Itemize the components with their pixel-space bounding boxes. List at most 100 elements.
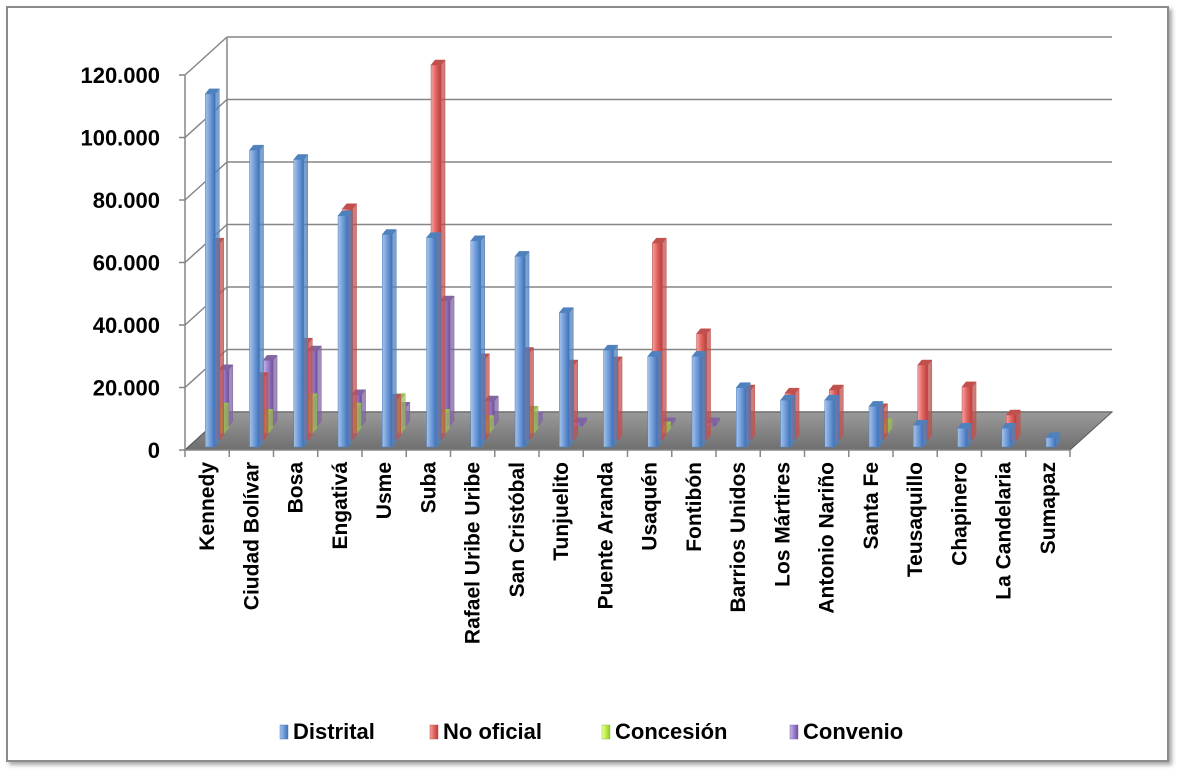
bar-side [750,384,756,441]
y-tick-label: 20.000 [93,376,160,401]
bar-distrital-7 [470,235,486,448]
bar-distrital-14 [780,394,796,448]
bar-distrital-1 [204,88,220,448]
y-tick-label: 40.000 [93,313,160,338]
bar-side [746,381,751,448]
legend-item-concesin: Concesión [601,719,727,744]
x-category-label: Barrios Unidos [727,462,750,613]
bar-distrital-5 [381,228,397,448]
x-category-label: Chapinero [948,462,971,566]
bar-side [883,403,888,441]
legend-item-convenio: Convenio [789,719,903,744]
bar-side [347,210,353,448]
bar-side [480,235,486,448]
bar-front [426,237,437,448]
bar-distrital-20 [1045,431,1061,448]
bar-distrital-18 [957,422,973,448]
bar-front [603,349,614,448]
bar-front [913,424,924,448]
bar-side [303,153,309,448]
bar-side [617,356,623,441]
legend-swatch [789,724,799,740]
bar-front [382,234,393,448]
x-category-label: Engativá [329,462,352,550]
x-category-label: La Candelaria [993,462,1016,600]
bar-distrital-13 [735,381,751,448]
bar-side [440,59,446,441]
legend-item-distrital: Distrital [279,719,375,744]
legend-label: Concesión [615,719,727,744]
legend-label: Distrital [293,719,375,744]
bar-side [308,337,313,441]
bar-side [219,237,225,441]
bar-side [573,359,579,441]
bar-distrital-2 [249,144,265,448]
x-category-label: Los Mártires [771,462,794,587]
bar-side [352,203,357,441]
x-category-label: Suba [417,462,440,514]
bar-side [392,228,397,448]
bar-front [780,399,791,448]
bar-front [691,356,703,448]
bar-side [317,345,322,427]
legend-item-nooficial: No oficial [429,719,542,744]
x-category-label: San Cristóbal [506,462,529,597]
bar-front [205,93,216,448]
legend-swatch [279,724,289,740]
y-tick-label: 100.000 [80,126,160,151]
bar-nooficial-17 [917,359,933,441]
bar-distrital-8 [514,250,530,448]
bar-front [470,240,482,448]
bar-side [569,306,574,448]
bar-front [647,356,659,448]
x-axis-categories: Kennedy Ciudad Bolívar Bosa Engativá Usme Sub… [196,462,1060,644]
bar-side [971,381,977,441]
bar-distrital-12 [691,350,707,448]
x-category-label: Santa Fe [860,462,883,550]
bar-side [361,389,366,427]
bar-side [312,392,318,434]
x-category-label: Fontibón [683,462,706,552]
bar-side [396,393,402,441]
x-category-label: Tunjuelito [550,462,573,561]
bar-side [272,354,278,427]
x-category-label: Kennedy [196,462,219,551]
legend: Distrital No oficial Concesión Convenio [279,719,903,744]
x-category-label: Puente Aranda [594,462,617,610]
y-tick-label: 0 [148,438,160,463]
bar-side [449,295,455,427]
bar-side [927,359,933,441]
bar-side [263,371,269,441]
x-category-label: Bosa [285,462,308,514]
bar-front [824,399,836,448]
x-category-label: Rafael Uribe Uribe [462,462,485,644]
bar-side [401,392,406,434]
bar-front [514,256,526,448]
x-category-label: Usme [373,462,396,519]
bar-front [337,215,349,448]
bar-side [259,144,264,448]
bar-distrital-17 [912,419,928,448]
bar-front [868,406,880,448]
bar-side [436,231,441,448]
bar-distrital-11 [647,350,663,448]
bar-front [1045,437,1057,448]
bar-side [706,328,711,441]
bar-front [736,387,747,448]
bar-distrital-3 [293,153,309,448]
bar-side [794,387,800,441]
bar-front [293,159,305,448]
y-axis-ticks: 0 20.000 40.000 60.000 80.000 100.000 120.000 [80,63,185,463]
bar-distrital-4 [337,210,353,448]
bar-side [657,350,663,448]
legend-label: Convenio [803,719,903,744]
bar-side [662,237,667,441]
x-category-label: Ciudad Bolívar [240,462,263,610]
x-category-label: Sumapaz [1037,462,1060,554]
bar-distrital-19 [1001,422,1017,448]
bar-side [834,394,840,448]
bar-side [485,353,490,441]
y-tick-label: 80.000 [93,188,160,213]
bar-front [249,149,260,448]
